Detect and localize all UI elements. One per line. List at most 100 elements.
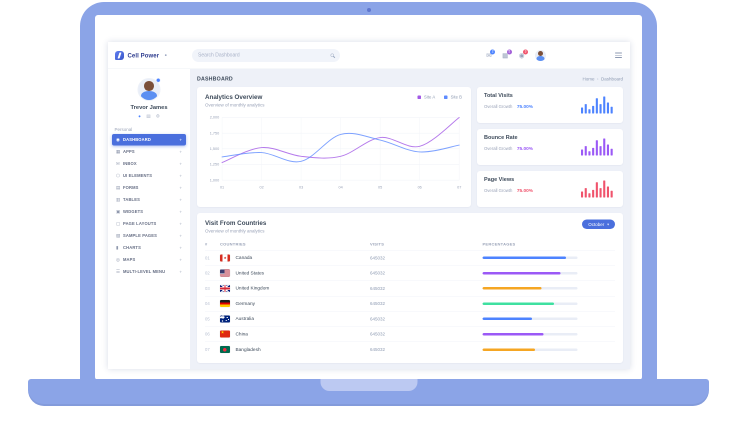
visits-value: 645032 xyxy=(370,295,483,312)
table-row: 04 Germany 645032 xyxy=(205,295,615,312)
brand: Cell Power • xyxy=(108,50,187,60)
sidebar-item-page-layouts[interactable]: ▢ PAGE LAYOUTS + xyxy=(112,218,186,230)
legend-site-b[interactable]: Site B xyxy=(444,95,462,100)
notifications-icon[interactable]: ◉ 3 xyxy=(518,49,528,59)
stat-growth-row: Overall Growth 75.00% xyxy=(484,104,616,110)
country-cell-wrap: Germany xyxy=(220,295,370,312)
countries-table: # COUNTRIES VISITS PERCENTAGES 01 Canada 6… xyxy=(205,238,615,357)
breadcrumb-home[interactable]: Home xyxy=(582,76,595,82)
sidebar-item-charts[interactable]: ▮ CHARTS + xyxy=(112,242,186,254)
progress-fill xyxy=(482,348,535,351)
sidebar-item-label: PAGE LAYOUTS xyxy=(123,221,157,227)
sidebar-item-sample-pages[interactable]: ▧ SAMPLE PAGES + xyxy=(112,230,186,242)
expand-icon: + xyxy=(179,161,182,167)
user-avatar[interactable] xyxy=(535,49,546,61)
country-cell-wrap: United Kingdom xyxy=(220,280,370,296)
dashboard-app: Cell Power • ✉ 2 ▦ 5 xyxy=(108,42,630,369)
visits-value: 645032 xyxy=(370,280,483,296)
svg-text:03: 03 xyxy=(299,186,303,190)
svg-text:1,250: 1,250 xyxy=(210,163,219,167)
table-row: 05 Australia 645032 xyxy=(205,311,615,327)
sidebar-item-widgets[interactable]: ▣ WIDGETS + xyxy=(112,206,186,218)
tables-icon: ▥ xyxy=(116,197,121,202)
country: Canada xyxy=(220,254,370,262)
stat-growth-label: Overall Growth xyxy=(484,104,513,109)
visits-value: 645032 xyxy=(370,326,483,342)
laptop-screen-frame: Cell Power • ✉ 2 ▦ 5 xyxy=(80,2,657,380)
percentage-cell xyxy=(482,265,615,281)
country: China xyxy=(220,330,370,338)
profile-avatar[interactable] xyxy=(137,78,161,101)
expand-icon: + xyxy=(179,257,182,263)
apps-icon: ▦ xyxy=(116,149,121,154)
expand-icon: + xyxy=(179,173,182,179)
percentage-cell xyxy=(482,341,615,357)
forms-icon: ▤ xyxy=(116,185,121,190)
progress-fill xyxy=(482,271,561,275)
analytics-overview-card: Analytics Overview Overview of monthly a… xyxy=(197,87,471,207)
sidebar-item-multi-level-menu[interactable]: ☰ MULTI-LEVEL MENU + xyxy=(112,266,186,278)
col-header-visits: VISITS xyxy=(370,242,385,247)
flag-ca-icon xyxy=(220,254,230,262)
progress-track xyxy=(482,256,578,260)
maps-icon: ◎ xyxy=(116,257,120,262)
expand-icon: + xyxy=(179,149,182,155)
sidebar-item-dashboard[interactable]: ◉ DASHBOARD + xyxy=(112,134,186,146)
table-row: 02 United States 645032 xyxy=(205,265,615,281)
stat-growth-value: 75.00% xyxy=(516,188,533,194)
sidebar-item-label: FORMS xyxy=(123,185,139,191)
stat-growth-row: Overall Growth 75.00% xyxy=(484,146,616,152)
search-icon[interactable] xyxy=(330,53,334,57)
svg-text:01: 01 xyxy=(220,186,224,190)
stat-growth-value: 75.00% xyxy=(516,104,533,110)
sidebar-item-ui-elements[interactable]: ⬡ UI ELEMENTS + xyxy=(112,170,186,182)
brand-logo-icon xyxy=(115,50,124,60)
chat-status-icon[interactable]: ● xyxy=(138,113,141,119)
sidebar-section-label: Personal xyxy=(114,127,133,132)
stat-growth-label: Overall Growth xyxy=(484,146,513,151)
sidebar-item-label: MULTI-LEVEL MENU xyxy=(123,269,166,275)
countries-title: Visit From Countries xyxy=(205,219,267,227)
briefcase-icon[interactable]: ▤ xyxy=(146,113,151,119)
month-filter-button[interactable]: October ▾ xyxy=(582,219,615,229)
sidebar-item-tables[interactable]: ▥ TABLES + xyxy=(112,194,186,206)
menu-toggle-icon[interactable] xyxy=(615,51,622,59)
country: United Kingdom xyxy=(220,284,370,292)
country-name: United States xyxy=(235,270,265,276)
table-row: 06 China 645032 xyxy=(205,326,615,342)
chevron-down-icon: ▾ xyxy=(607,222,609,227)
laptop-base xyxy=(28,379,709,406)
country: United States xyxy=(220,269,370,277)
expand-icon: + xyxy=(179,137,182,143)
breadcrumb: Home › Dashboard xyxy=(582,77,623,82)
search-input[interactable] xyxy=(198,52,331,58)
sidebar-item-label: APPS xyxy=(123,149,135,155)
sidebar-item-maps[interactable]: ◎ MAPS + xyxy=(112,254,186,266)
percentage-cell xyxy=(482,250,615,266)
sidebar-item-apps[interactable]: ▦ APPS + xyxy=(112,146,186,158)
legend-site-a[interactable]: Site A xyxy=(417,95,435,100)
progress-fill xyxy=(482,332,544,336)
svg-text:1,000: 1,000 xyxy=(210,178,219,182)
row-index: 06 xyxy=(205,326,220,342)
search-bar[interactable] xyxy=(192,48,340,62)
page-views-card: Page Views Overall Growth 75.00% xyxy=(477,171,623,207)
flag-de-icon xyxy=(220,300,230,308)
sidebar-item-forms[interactable]: ▤ FORMS + xyxy=(112,182,186,194)
country-name: United Kingdom xyxy=(235,285,270,292)
webcam-dot xyxy=(366,8,371,12)
visits-value: 645032 xyxy=(370,250,483,266)
gear-icon[interactable]: ⚙ xyxy=(155,113,160,119)
sidebar-toggle[interactable]: • xyxy=(164,51,167,60)
col-header-percentages: PERCENTAGES xyxy=(482,242,516,247)
main-content: DASHBOARD Home › Dashboard Analytics Overv… xyxy=(190,69,630,369)
legend-swatch-site-b xyxy=(444,95,448,99)
stat-title: Page Views xyxy=(484,176,515,183)
sidebar-item-inbox[interactable]: ✉ INBOX + xyxy=(112,158,186,170)
progress-fill xyxy=(482,302,554,305)
email-icon[interactable]: ✉ 2 xyxy=(486,49,496,59)
calendar-icon[interactable]: ▦ 5 xyxy=(502,49,512,59)
stat-growth-value: 75.00% xyxy=(516,146,533,152)
